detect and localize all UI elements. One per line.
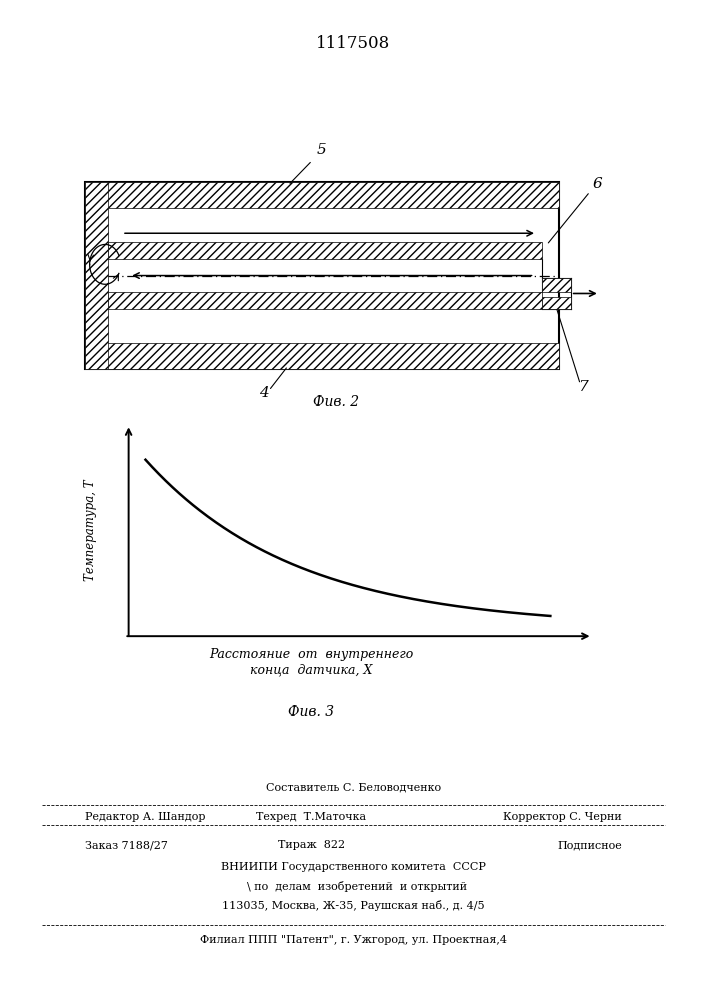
Text: 6: 6 xyxy=(592,177,602,191)
Bar xyxy=(86,182,559,369)
Bar xyxy=(542,278,571,292)
Text: Редактор А. Шандор: Редактор А. Шандор xyxy=(85,812,205,822)
Text: ВНИИПИ Государственного комитета  СССР: ВНИИПИ Государственного комитета СССР xyxy=(221,862,486,872)
Bar xyxy=(107,242,542,259)
Text: 7: 7 xyxy=(578,380,588,394)
Bar xyxy=(86,343,559,369)
Text: Составитель С. Беловодченко: Составитель С. Беловодченко xyxy=(266,782,441,792)
Text: Техред  Т.Маточка: Техред Т.Маточка xyxy=(256,812,366,822)
Text: Подписное: Подписное xyxy=(557,840,622,850)
Bar xyxy=(86,182,107,369)
Text: 4: 4 xyxy=(259,386,269,400)
Bar xyxy=(86,182,559,208)
Text: Фив. 2: Фив. 2 xyxy=(313,395,359,409)
Text: 5: 5 xyxy=(317,143,327,157)
Text: Филиал ППП "Патент", г. Ужгород, ул. Проектная,4: Филиал ППП "Патент", г. Ужгород, ул. Про… xyxy=(200,935,507,945)
Bar xyxy=(542,297,571,309)
Text: Расстояние  от  внутреннего
конца  датчика, X: Расстояние от внутреннего конца датчика,… xyxy=(209,648,413,676)
Text: \ по  делам  изобретений  и открытий: \ по делам изобретений и открытий xyxy=(240,881,467,892)
Text: 113035, Москва, Ж-35, Раушская наб., д. 4/5: 113035, Москва, Ж-35, Раушская наб., д. … xyxy=(222,900,485,911)
Text: Фив. 3: Фив. 3 xyxy=(288,705,334,719)
Text: Температура, T: Температура, T xyxy=(84,479,97,581)
Text: Заказ 7188/27: Заказ 7188/27 xyxy=(85,840,168,850)
Bar xyxy=(107,292,542,309)
Text: 1117508: 1117508 xyxy=(316,35,391,52)
Text: Тираж  822: Тираж 822 xyxy=(278,840,344,850)
Text: Корректор С. Черни: Корректор С. Черни xyxy=(503,812,622,822)
